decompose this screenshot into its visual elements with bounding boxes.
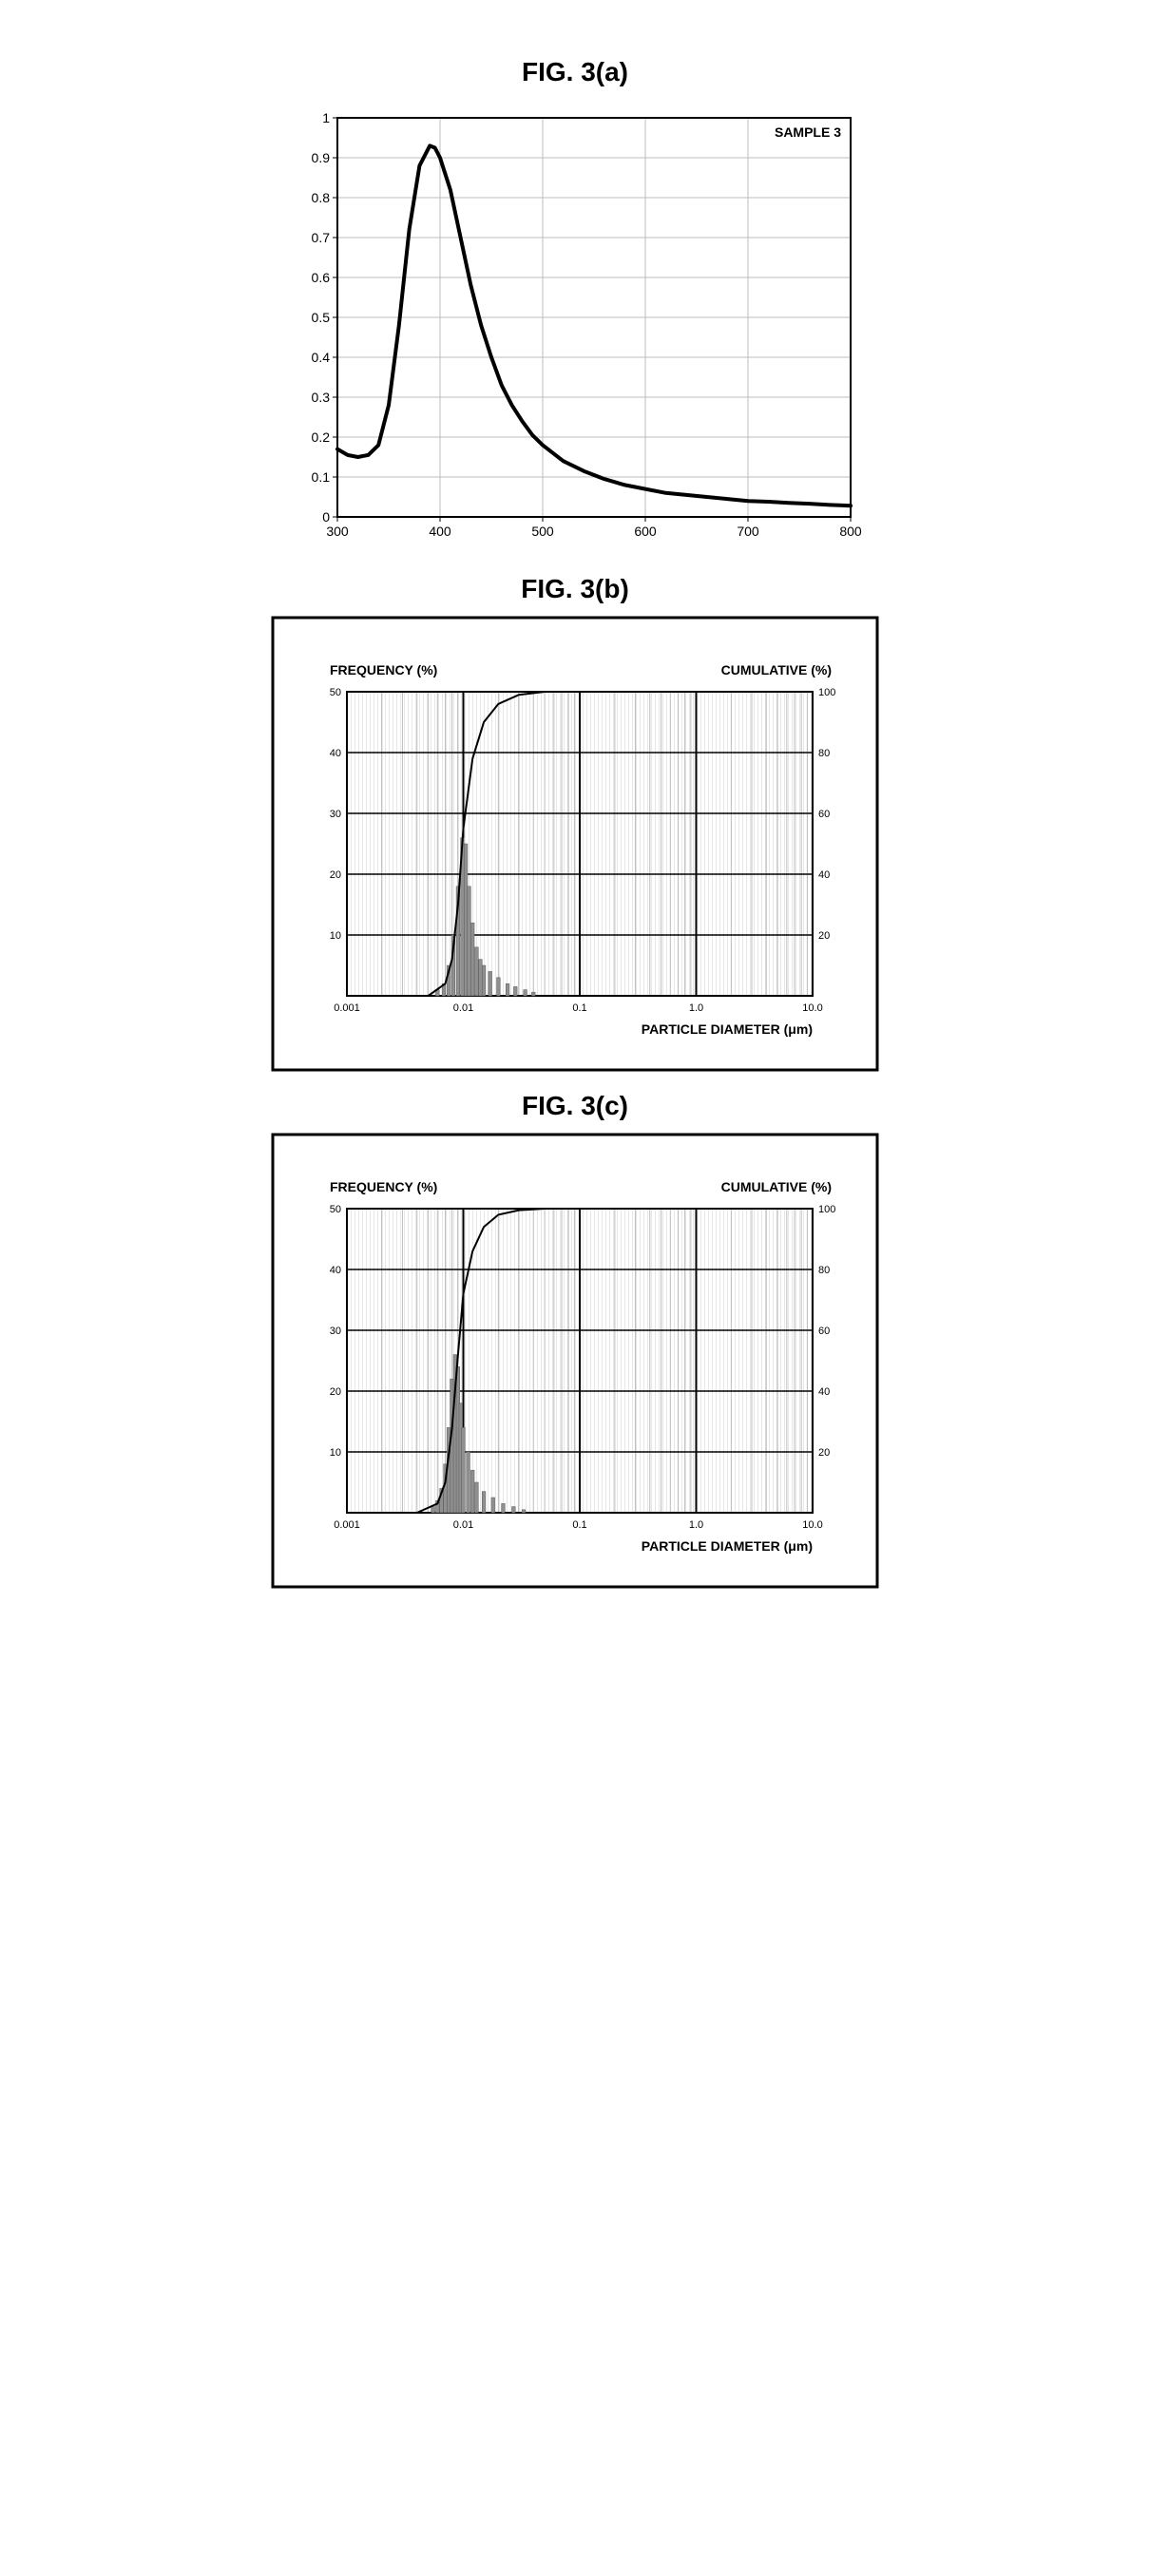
svg-text:0.1: 0.1 — [572, 1002, 586, 1014]
svg-text:1.0: 1.0 — [689, 1519, 703, 1531]
svg-text:10: 10 — [330, 930, 341, 942]
svg-text:0.01: 0.01 — [453, 1002, 473, 1014]
fig-c-chart: 10 20 30 40 50 20 40 60 80 100 0.001 0.01 0.1 1.0 10.0… — [271, 1133, 879, 1589]
svg-text:CUMULATIVE (%): CUMULATIVE (%) — [721, 1179, 832, 1194]
svg-text:0.1: 0.1 — [572, 1519, 586, 1531]
svg-text:10.0: 10.0 — [802, 1002, 822, 1014]
svg-text:40: 40 — [818, 869, 830, 881]
svg-text:0.001: 0.001 — [334, 1519, 360, 1531]
svg-text:20: 20 — [330, 869, 341, 881]
svg-text:PARTICLE DIAMETER (μm): PARTICLE DIAMETER (μm) — [642, 1021, 813, 1037]
svg-text:0.001: 0.001 — [334, 1002, 360, 1014]
svg-text:60: 60 — [818, 1326, 830, 1337]
svg-text:50: 50 — [330, 687, 341, 698]
fig-c-title: FIG. 3(c) — [522, 1091, 628, 1121]
svg-text:FREQUENCY (%): FREQUENCY (%) — [330, 662, 437, 677]
svg-text:0.1: 0.1 — [312, 469, 331, 485]
svg-text:0: 0 — [322, 509, 330, 525]
svg-text:0.7: 0.7 — [312, 230, 331, 245]
svg-text:300: 300 — [326, 524, 349, 539]
svg-text:800: 800 — [839, 524, 862, 539]
svg-text:20: 20 — [330, 1386, 341, 1398]
svg-text:PARTICLE DIAMETER (μm): PARTICLE DIAMETER (μm) — [642, 1538, 813, 1554]
svg-text:20: 20 — [818, 930, 830, 942]
svg-text:1: 1 — [322, 110, 330, 125]
svg-text:80: 80 — [818, 1265, 830, 1276]
svg-text:SAMPLE 3: SAMPLE 3 — [775, 124, 841, 140]
svg-text:0.2: 0.2 — [312, 429, 331, 445]
svg-text:400: 400 — [429, 524, 451, 539]
svg-text:0.01: 0.01 — [453, 1519, 473, 1531]
svg-text:600: 600 — [634, 524, 657, 539]
svg-text:0.4: 0.4 — [312, 350, 331, 365]
svg-text:0.5: 0.5 — [312, 310, 331, 325]
fig-a-chart: 0 0.1 0.2 0.3 0.4 0.5 0.6 0.7 0.8 0.9 1 300 400 500 60… — [280, 99, 870, 555]
fig-a-title: FIG. 3(a) — [522, 57, 628, 87]
svg-text:30: 30 — [330, 809, 341, 820]
svg-text:700: 700 — [737, 524, 759, 539]
svg-text:FREQUENCY (%): FREQUENCY (%) — [330, 1179, 437, 1194]
svg-text:10.0: 10.0 — [802, 1519, 822, 1531]
svg-text:40: 40 — [330, 1265, 341, 1276]
fig-b-title: FIG. 3(b) — [521, 574, 629, 604]
svg-text:40: 40 — [330, 748, 341, 759]
svg-text:100: 100 — [818, 687, 835, 698]
svg-text:1.0: 1.0 — [689, 1002, 703, 1014]
svg-text:0.8: 0.8 — [312, 190, 331, 205]
svg-text:50: 50 — [330, 1204, 341, 1215]
svg-text:30: 30 — [330, 1326, 341, 1337]
svg-text:100: 100 — [818, 1204, 835, 1215]
svg-text:60: 60 — [818, 809, 830, 820]
svg-text:0.9: 0.9 — [312, 150, 331, 165]
svg-text:CUMULATIVE (%): CUMULATIVE (%) — [721, 662, 832, 677]
svg-text:10: 10 — [330, 1447, 341, 1459]
svg-text:20: 20 — [818, 1447, 830, 1459]
svg-text:40: 40 — [818, 1386, 830, 1398]
svg-text:0.6: 0.6 — [312, 270, 331, 285]
svg-text:80: 80 — [818, 748, 830, 759]
svg-text:500: 500 — [531, 524, 554, 539]
fig-b-chart: 10 20 30 40 50 20 40 60 80 100 0.001 0.01 0.1 1.0 10.0… — [271, 616, 879, 1072]
svg-text:0.3: 0.3 — [312, 390, 331, 405]
